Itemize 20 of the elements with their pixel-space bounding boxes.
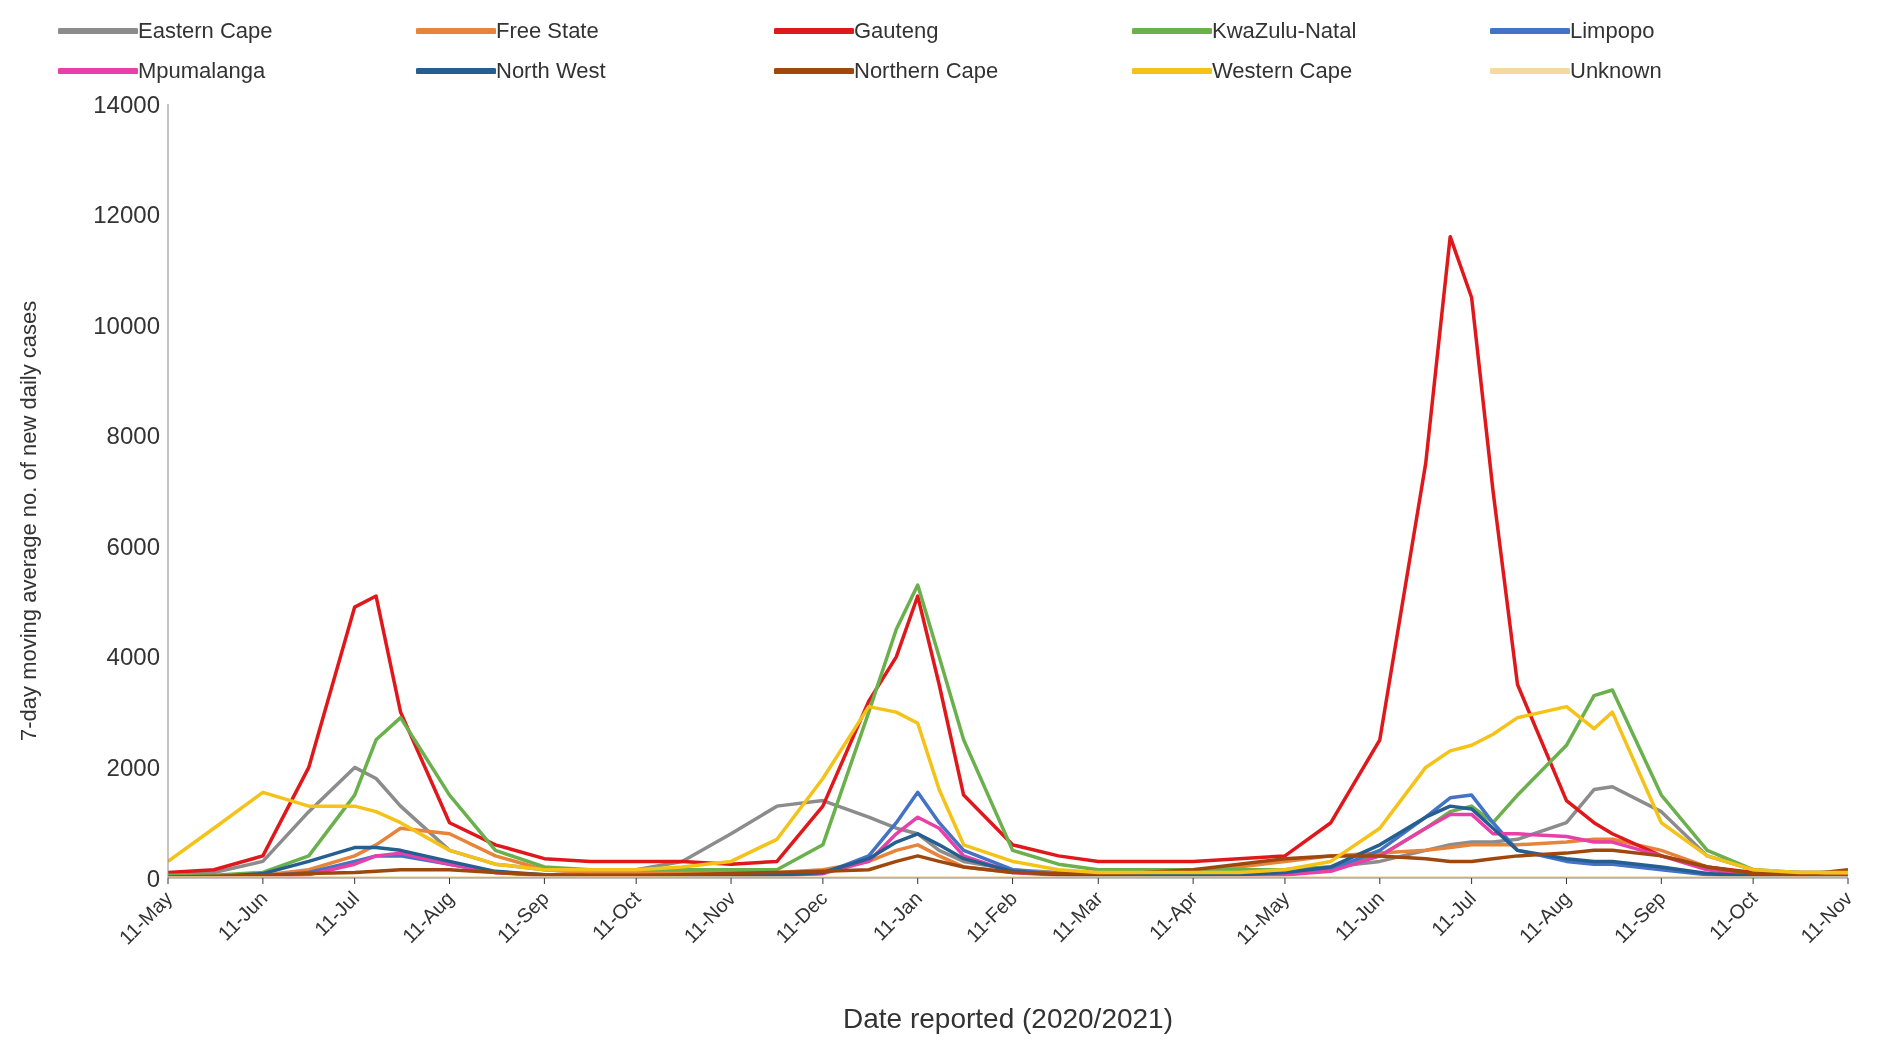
- legend-label: Limpopo: [1570, 18, 1655, 44]
- y-tick-label: 8000: [106, 422, 160, 450]
- y-tick-label: 0: [146, 864, 160, 892]
- legend-label: North West: [496, 58, 606, 84]
- legend-label: Unknown: [1570, 58, 1662, 84]
- y-tick-label: 14000: [93, 90, 160, 118]
- y-tick-label: 4000: [106, 643, 160, 671]
- x-axis-title: Date reported (2020/2021): [842, 1003, 1174, 1035]
- legend-label: KwaZulu-Natal: [1212, 18, 1357, 44]
- legend-label: Free State: [496, 18, 599, 44]
- legend-label: Eastern Cape: [138, 18, 273, 44]
- y-axis-title: 7-day moving average no. of new daily cases: [15, 300, 41, 741]
- legend-label: Gauteng: [854, 18, 939, 44]
- y-tick-label: 10000: [93, 311, 160, 339]
- y-tick-label: 6000: [106, 532, 160, 560]
- legend-label: Northern Cape: [854, 58, 999, 84]
- y-tick-label: 2000: [106, 753, 160, 781]
- legend-label: Western Cape: [1212, 58, 1353, 84]
- legend-label: Mpumalanga: [138, 58, 266, 84]
- y-tick-label: 12000: [93, 201, 160, 229]
